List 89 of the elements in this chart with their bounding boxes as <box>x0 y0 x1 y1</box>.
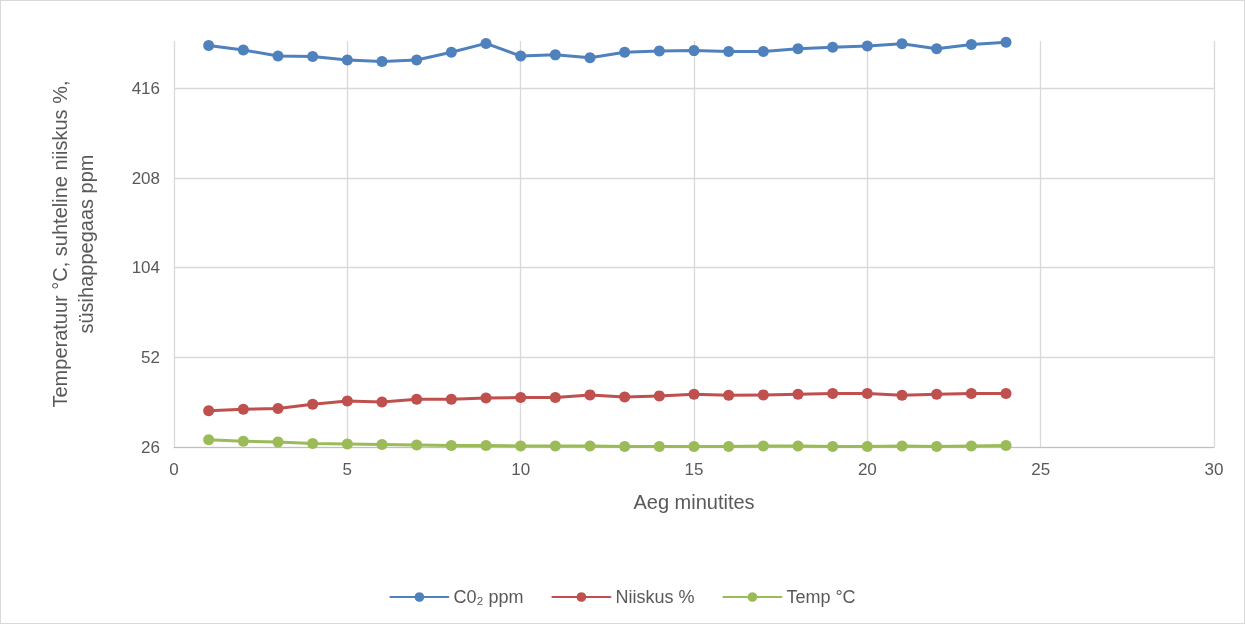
point <box>896 389 908 401</box>
x-tick-label: 10 <box>511 460 531 479</box>
x-tick-label: 30 <box>1204 460 1224 479</box>
point <box>376 396 388 408</box>
x-tick-label: 20 <box>857 460 877 479</box>
point <box>272 403 284 415</box>
point <box>376 56 388 68</box>
x-tick-label: 0 <box>169 460 179 479</box>
point <box>237 403 249 415</box>
point <box>445 440 457 452</box>
y-tick-label: 104 <box>131 258 160 278</box>
point <box>827 441 839 452</box>
point <box>307 51 319 63</box>
point <box>203 405 215 417</box>
point <box>584 389 596 401</box>
point <box>896 440 908 452</box>
point <box>896 38 908 50</box>
point <box>515 392 527 404</box>
legend-label: C0₂ ppm <box>453 587 524 607</box>
point <box>341 54 353 66</box>
point <box>792 388 804 400</box>
point <box>341 438 353 450</box>
point <box>619 46 631 58</box>
y-tick-label: 208 <box>131 168 160 188</box>
legend-label: Niiskus % <box>615 587 695 607</box>
point <box>931 43 943 55</box>
point <box>861 441 873 452</box>
point <box>792 440 804 452</box>
point <box>549 49 561 61</box>
point <box>653 45 665 57</box>
point <box>272 50 284 62</box>
point <box>584 52 596 64</box>
point <box>203 40 215 52</box>
point <box>237 44 249 56</box>
point <box>1000 440 1012 452</box>
point <box>411 393 423 405</box>
point <box>931 441 943 452</box>
point <box>965 440 977 452</box>
point <box>584 440 596 452</box>
point <box>723 46 735 58</box>
point <box>965 388 977 400</box>
point <box>272 436 284 448</box>
point <box>619 441 631 452</box>
x-axis-title: Aeg minutites <box>633 491 755 513</box>
point <box>757 389 769 401</box>
point <box>307 438 319 450</box>
point <box>688 388 700 400</box>
x-tick-label: 5 <box>342 460 353 479</box>
point <box>688 441 700 452</box>
point <box>965 39 977 50</box>
point <box>723 441 735 452</box>
point <box>1000 388 1012 400</box>
point <box>931 388 943 400</box>
point <box>445 46 457 58</box>
point <box>480 440 492 452</box>
point <box>827 388 839 400</box>
point <box>480 37 492 49</box>
point <box>341 395 353 407</box>
point <box>411 439 423 451</box>
point <box>411 54 423 66</box>
point <box>549 440 561 452</box>
point <box>619 391 631 403</box>
point <box>723 389 735 401</box>
point <box>688 45 700 57</box>
x-tick-label: 15 <box>684 460 704 479</box>
point <box>827 41 839 53</box>
point <box>515 50 527 62</box>
y-tick-label: 52 <box>141 347 160 367</box>
point <box>445 393 457 405</box>
point <box>757 440 769 452</box>
legend-label: Temp °C <box>786 587 856 607</box>
point <box>653 390 665 402</box>
y-axis-title: Temperatuur °C, suhteline niiskus %, süsihappegaas ppm <box>49 80 97 408</box>
point <box>203 434 215 446</box>
point <box>792 43 804 55</box>
point <box>376 439 388 451</box>
y-tick-label: 26 <box>141 437 160 457</box>
point <box>515 440 527 452</box>
point <box>861 388 873 400</box>
x-tick-label: 25 <box>1031 460 1051 479</box>
y-tick-label: 416 <box>131 78 160 98</box>
point <box>757 46 769 58</box>
point <box>480 392 492 404</box>
point <box>549 392 561 404</box>
point <box>861 40 873 52</box>
point <box>307 398 319 410</box>
point <box>237 435 249 447</box>
point <box>653 441 665 452</box>
point <box>1000 36 1012 48</box>
